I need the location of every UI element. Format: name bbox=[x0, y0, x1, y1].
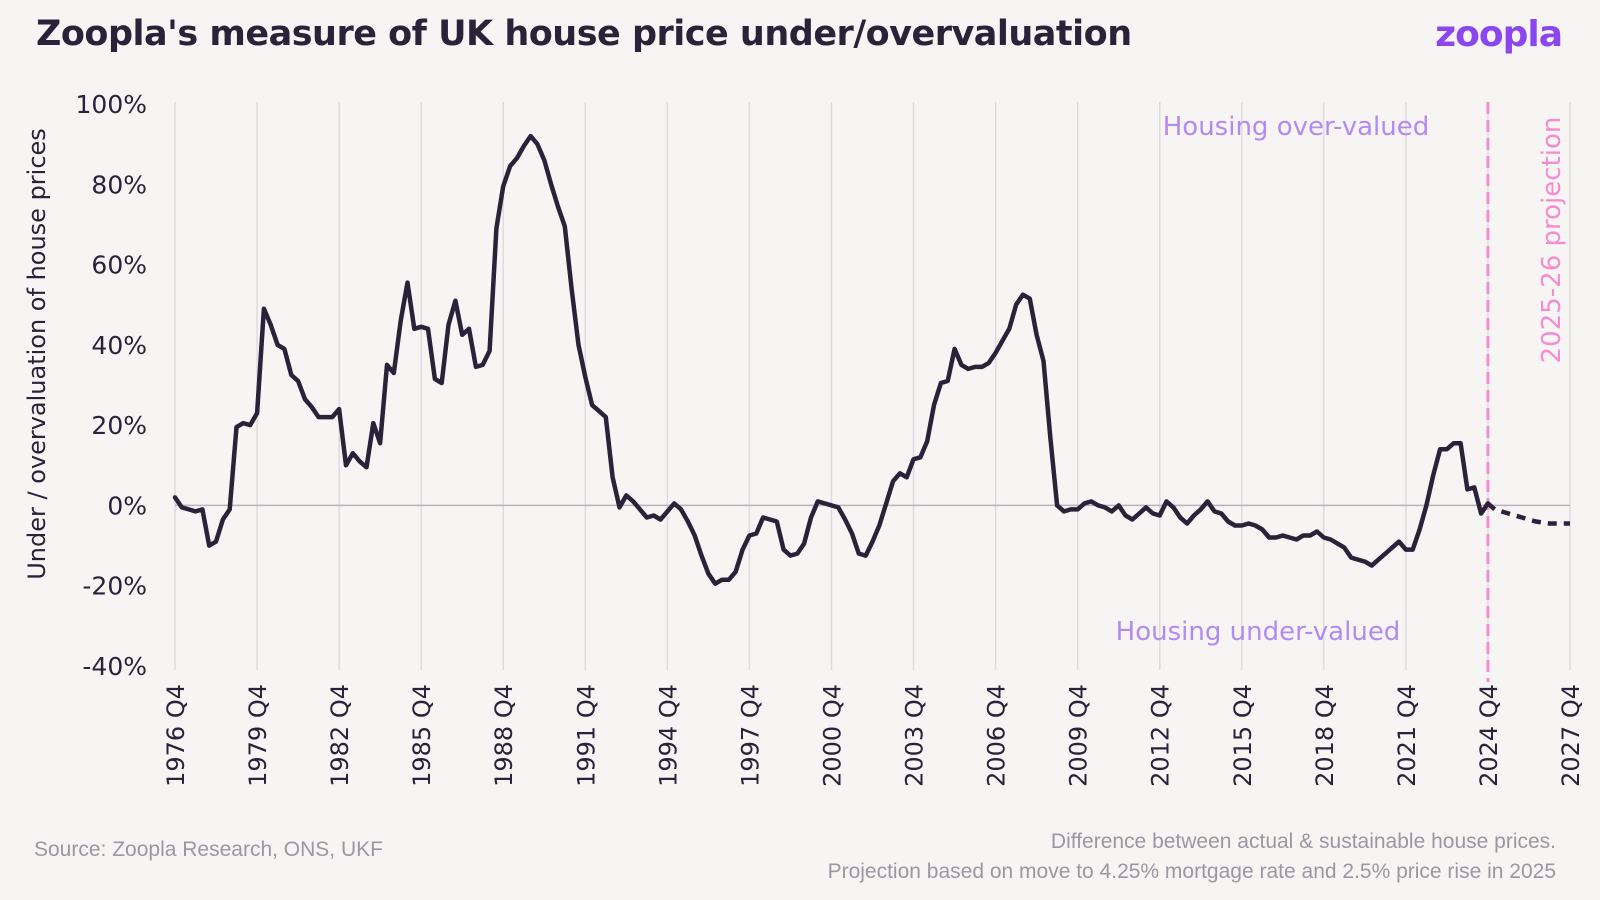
series-lines bbox=[172, 133, 1570, 586]
x-tick-label: 1982 Q4 bbox=[326, 684, 354, 787]
footnote-line-1: Difference between actual & sustainable … bbox=[1050, 830, 1556, 853]
x-tick-label: 2018 Q4 bbox=[1311, 684, 1339, 787]
x-tick-label: 2021 Q4 bbox=[1393, 684, 1421, 787]
y-tick-label: 60% bbox=[91, 251, 147, 280]
y-tick-label: -40% bbox=[82, 652, 147, 681]
x-tick-label: 2003 Q4 bbox=[901, 684, 929, 787]
y-axis-ticks: 100% 80% 60% 40% 20% 0% -20% -40% bbox=[76, 90, 147, 681]
x-tick-label: 1991 Q4 bbox=[572, 684, 600, 787]
projection-series-line bbox=[1486, 501, 1570, 526]
x-tick-label: 1976 Q4 bbox=[162, 684, 190, 787]
x-tick-label: 1985 Q4 bbox=[408, 684, 436, 787]
x-axis-ticks: 1976 Q4 1979 Q4 1982 Q4 1985 Q4 1988 Q4 1991 … bbox=[162, 684, 1585, 787]
y-tick-label: 40% bbox=[91, 331, 147, 360]
footnote-line-2: Projection based on move to 4.25% mortga… bbox=[827, 860, 1556, 883]
x-tick-label: 1988 Q4 bbox=[490, 684, 518, 787]
x-tick-label: 1979 Q4 bbox=[244, 684, 272, 787]
chart-title: Zoopla's measure of UK house price under… bbox=[36, 14, 1132, 54]
y-tick-label: 20% bbox=[91, 411, 147, 440]
x-tick-label: 1997 Q4 bbox=[736, 684, 764, 787]
x-tick-label: 2015 Q4 bbox=[1229, 684, 1257, 787]
x-tick-label: 2000 Q4 bbox=[818, 684, 846, 787]
x-tick-label: 2027 Q4 bbox=[1557, 684, 1585, 787]
x-tick-label: 2009 Q4 bbox=[1065, 684, 1093, 787]
zoopla-logo: zoopla bbox=[1435, 14, 1563, 55]
under-valued-label: Housing under-valued bbox=[1116, 617, 1401, 647]
over-valued-label: Housing over-valued bbox=[1163, 112, 1429, 142]
projection-label: 2025-26 projection bbox=[1537, 117, 1567, 364]
x-tick-label: 2012 Q4 bbox=[1147, 684, 1175, 787]
x-tick-label: 2006 Q4 bbox=[983, 684, 1011, 787]
source-note: Source: Zoopla Research, ONS, UKF bbox=[34, 838, 383, 861]
y-tick-label: 100% bbox=[76, 90, 147, 119]
y-tick-label: 0% bbox=[107, 491, 147, 520]
valuation-series-line bbox=[172, 133, 1491, 586]
y-tick-label: 80% bbox=[91, 170, 147, 199]
y-axis-label: Under / overvaluation of house prices bbox=[23, 128, 51, 580]
x-tick-label: 1994 Q4 bbox=[654, 684, 682, 787]
x-tick-label: 2024 Q4 bbox=[1475, 684, 1503, 787]
y-tick-label: -20% bbox=[82, 572, 147, 601]
